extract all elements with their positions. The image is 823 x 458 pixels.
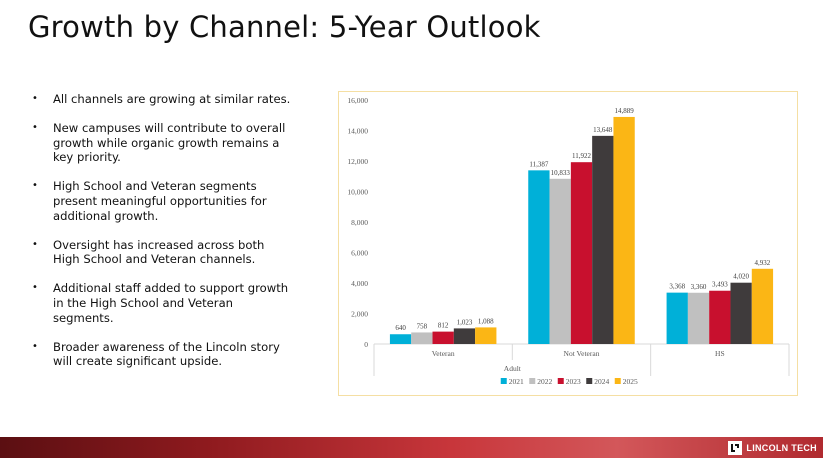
data-label: 10,833	[551, 169, 571, 177]
y-tick-label: 2,000	[351, 310, 368, 319]
x-group-label: Adult	[504, 364, 522, 373]
bullet-list: • All channels are growing at similar rat…	[32, 92, 294, 383]
legend-swatch-2024	[586, 378, 593, 384]
y-tick-label: 8,000	[351, 218, 368, 227]
bullet-dot: •	[32, 180, 38, 192]
footer-bar	[0, 437, 823, 458]
bullet-dot: •	[32, 340, 38, 352]
bullet-item: • Oversight has increased across both Hig…	[32, 238, 294, 267]
legend-label: 2022	[537, 377, 552, 386]
bullet-text: All channels are growing at similar rate…	[53, 92, 291, 106]
data-label: 758	[417, 322, 428, 330]
bullet-item: • Additional staff added to support growt…	[32, 281, 294, 325]
legend-swatch-2023	[557, 378, 564, 384]
data-label: 3,368	[669, 283, 685, 291]
logo-mark-icon	[728, 441, 743, 455]
data-label: 1,023	[457, 318, 473, 326]
bullet-text: New campuses will contribute to overall …	[53, 121, 286, 165]
lincoln-tech-logo: LINCOLN TECH	[728, 440, 817, 456]
bar-2021-hs	[666, 292, 688, 344]
page-title: Growth by Channel: 5-Year Outlook	[28, 10, 541, 44]
bullet-text: High School and Veteran segments present…	[53, 179, 267, 223]
data-label: 11,922	[572, 152, 591, 160]
legend-label: 2023	[566, 377, 581, 386]
legend-label: 2024	[594, 377, 609, 386]
y-tick-label: 14,000	[347, 127, 368, 136]
legend-swatch-2021	[500, 378, 507, 384]
bullet-item: • High School and Veteran segments presen…	[32, 179, 294, 223]
data-label: 14,889	[614, 107, 634, 115]
chart-container: 0 2,000 4,000 6,000 8,000 10,000 12,000 14,000 1…	[338, 91, 798, 396]
data-label: 812	[438, 322, 449, 330]
bar-2022-hs	[687, 292, 710, 344]
x-tick-label: HS	[715, 349, 725, 358]
bullet-item: • Broader awareness of the Lincoln story …	[32, 340, 294, 369]
bullet-text: Oversight has increased across both High…	[53, 237, 265, 267]
bar-2021-veteran	[389, 334, 412, 344]
bar-2024-hs	[730, 282, 752, 344]
bullet-item: • New campuses will contribute to overall…	[32, 121, 294, 165]
data-label: 3,360	[691, 283, 707, 291]
growth-bar-chart: 0 2,000 4,000 6,000 8,000 10,000 12,000 14,000 1…	[347, 96, 790, 386]
data-label: 3,493	[712, 281, 728, 289]
bar-2023-veteran	[432, 331, 454, 344]
bar-2024-not-veteran	[592, 135, 614, 344]
y-tick-label: 0	[364, 340, 368, 349]
bullet-text: Broader awareness of the Lincoln story w…	[53, 339, 280, 369]
x-tick-label: Veteran	[432, 349, 455, 358]
legend-label: 2025	[623, 377, 638, 386]
bar-2024-veteran	[453, 328, 476, 344]
logo-text: LINCOLN TECH	[746, 443, 817, 453]
bar-2025-not-veteran	[613, 116, 635, 344]
data-label: 11,387	[529, 160, 548, 168]
bullet-dot: •	[32, 238, 38, 250]
bullet-dot: •	[32, 93, 38, 104]
bullet-dot: •	[32, 282, 38, 294]
bar-2025-hs	[751, 268, 774, 344]
legend-swatch-2022	[529, 378, 536, 384]
bullet-text: Additional staff added to support growth…	[53, 281, 289, 325]
y-tick-label: 6,000	[351, 249, 368, 258]
bar-2022-not-veteran	[549, 178, 571, 344]
bar-2025-veteran	[475, 327, 497, 344]
data-label: 13,648	[593, 126, 613, 134]
data-label: 640	[395, 324, 406, 332]
legend-label: 2021	[509, 377, 524, 386]
y-tick-label: 12,000	[347, 157, 368, 166]
x-tick-label: Not Veteran	[564, 349, 600, 358]
bar-2022-veteran	[411, 332, 433, 344]
bullet-dot: •	[32, 122, 38, 134]
data-label: 4,020	[733, 273, 749, 281]
bar-2021-not-veteran	[528, 170, 550, 344]
bar-2023-hs	[709, 290, 731, 344]
y-tick-label: 16,000	[347, 96, 368, 105]
data-label: 4,932	[755, 259, 771, 267]
data-label: 1,088	[478, 317, 494, 325]
bar-2023-not-veteran	[570, 162, 593, 344]
legend-swatch-2025	[614, 378, 621, 384]
bullet-item: • All channels are growing at similar rat…	[32, 92, 294, 107]
y-tick-label: 10,000	[347, 188, 368, 197]
y-tick-label: 4,000	[351, 279, 368, 288]
